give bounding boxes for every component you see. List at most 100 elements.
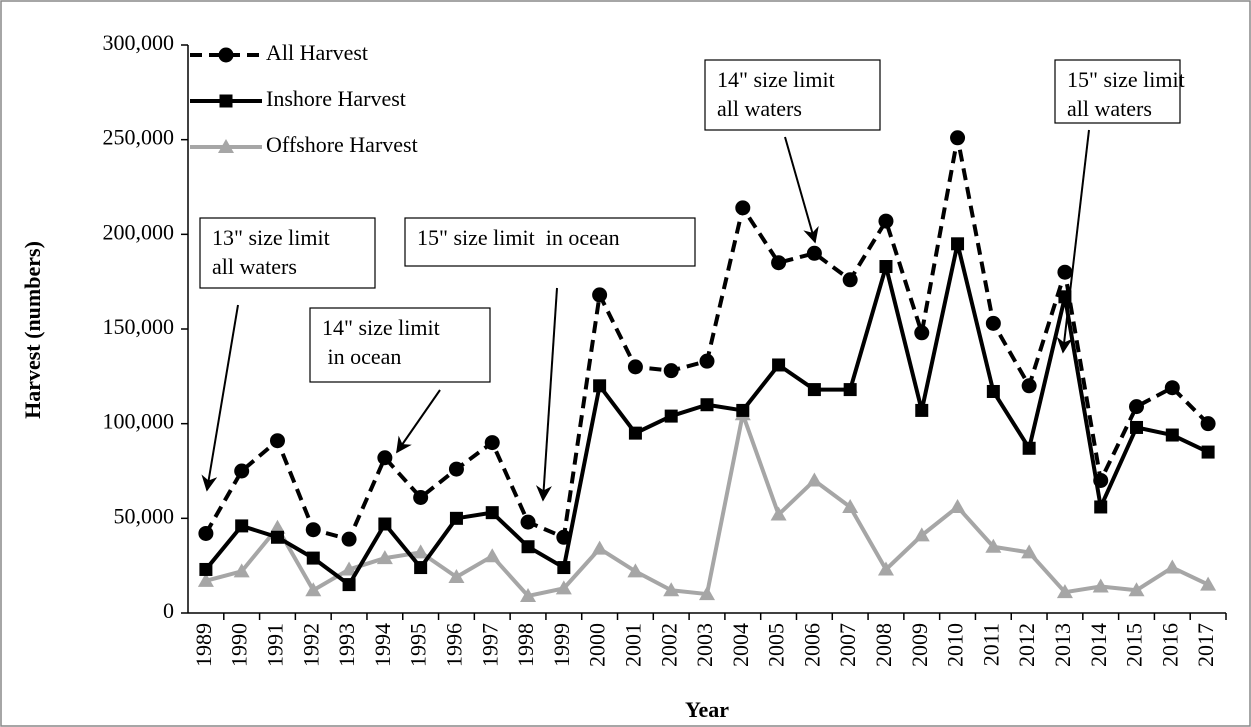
data-point: [520, 587, 537, 602]
data-point: [985, 315, 1001, 331]
data-point: [699, 586, 715, 601]
x-tick-label: 1994: [370, 623, 395, 667]
data-point: [1093, 472, 1109, 488]
x-tick-label: 2011: [978, 623, 1003, 666]
data-point: [199, 562, 213, 576]
data-point: [557, 561, 571, 575]
annotation-text: in ocean: [322, 344, 401, 369]
x-tick-label: 2013: [1050, 623, 1075, 667]
data-point: [448, 569, 465, 584]
data-point: [806, 472, 823, 487]
data-point: [412, 544, 429, 559]
data-point: [234, 463, 250, 479]
data-point: [772, 358, 786, 372]
data-point: [663, 582, 680, 597]
annotation-text: 15" size limit: [1067, 67, 1185, 92]
data-point: [269, 433, 285, 449]
data-point: [736, 403, 750, 417]
x-tick-label: 1999: [549, 623, 574, 667]
data-point: [198, 525, 214, 541]
data-point: [878, 213, 894, 229]
x-tick-label: 1989: [191, 623, 216, 667]
data-point: [305, 582, 322, 597]
data-point: [1200, 416, 1216, 432]
x-tick-label: 2008: [871, 623, 896, 667]
y-tick-label: 50,000: [114, 503, 175, 528]
data-point: [699, 353, 715, 369]
annotation-text: 14" size limit: [322, 315, 440, 340]
data-point: [1057, 264, 1073, 280]
data-point: [233, 563, 250, 578]
data-point: [1092, 578, 1109, 593]
data-point: [879, 260, 893, 274]
annotation-text: all waters: [1067, 96, 1152, 121]
x-tick-label: 2017: [1193, 623, 1218, 667]
legend-marker: [218, 47, 234, 63]
data-point: [556, 529, 572, 545]
data-point: [521, 540, 535, 554]
y-tick-label: 0: [163, 598, 174, 623]
x-tick-label: 1993: [334, 623, 359, 667]
data-point: [664, 409, 678, 423]
data-point: [771, 255, 787, 271]
x-axis-label: Year: [685, 697, 729, 722]
data-point: [877, 561, 894, 576]
data-point: [342, 578, 356, 592]
data-point: [628, 426, 642, 440]
x-tick-label: 2009: [907, 623, 932, 667]
x-tick-label: 2015: [1122, 623, 1147, 667]
legend-label: Inshore Harvest: [266, 86, 406, 111]
data-point: [843, 383, 857, 397]
data-point: [1164, 380, 1180, 396]
x-tick-label: 2012: [1014, 623, 1039, 667]
data-point: [485, 506, 499, 520]
data-point: [1165, 428, 1179, 442]
data-point: [593, 379, 607, 393]
annotation-arrow: [1056, 129, 1090, 354]
x-tick-label: 2005: [764, 623, 789, 667]
x-tick-label: 2007: [835, 623, 860, 667]
data-point: [1129, 399, 1145, 415]
data-point: [520, 514, 536, 530]
data-point: [986, 384, 1000, 398]
data-point: [378, 517, 392, 531]
data-point: [1094, 500, 1108, 514]
x-tick-label: 2001: [620, 623, 645, 667]
data-point: [842, 498, 859, 513]
x-tick-label: 1991: [263, 623, 288, 667]
data-point: [914, 325, 930, 341]
legend-label: All Harvest: [266, 40, 368, 65]
y-axis-label: Harvest (numbers): [20, 241, 45, 419]
legend-marker: [219, 94, 233, 108]
data-point: [1164, 559, 1181, 574]
data-point: [627, 563, 644, 578]
data-point: [305, 522, 321, 538]
data-point: [376, 550, 393, 565]
data-point: [306, 551, 320, 565]
data-point: [915, 403, 929, 417]
data-point: [949, 498, 966, 513]
x-tick-label: 1997: [477, 623, 502, 667]
data-point: [235, 519, 249, 533]
data-point: [414, 561, 428, 575]
data-point: [807, 383, 821, 397]
x-tick-label: 2016: [1157, 623, 1182, 667]
annotation-text: 13" size limit: [212, 225, 330, 250]
data-point: [1201, 445, 1215, 459]
data-point: [270, 530, 284, 544]
y-tick-label: 300,000: [103, 30, 175, 55]
annotation-box: [309, 307, 491, 383]
data-point: [341, 561, 358, 576]
data-point: [341, 531, 357, 547]
annotation-arrow: [784, 136, 819, 244]
data-point: [1130, 420, 1144, 434]
x-tick-label: 2003: [692, 623, 717, 667]
legend-marker: [218, 139, 234, 153]
y-tick-label: 150,000: [103, 314, 175, 339]
data-point: [1021, 544, 1038, 559]
x-tick-label: 2010: [943, 623, 968, 667]
data-point: [413, 490, 429, 506]
x-tick-label: 2000: [585, 623, 610, 667]
annotation-text: all waters: [717, 96, 802, 121]
